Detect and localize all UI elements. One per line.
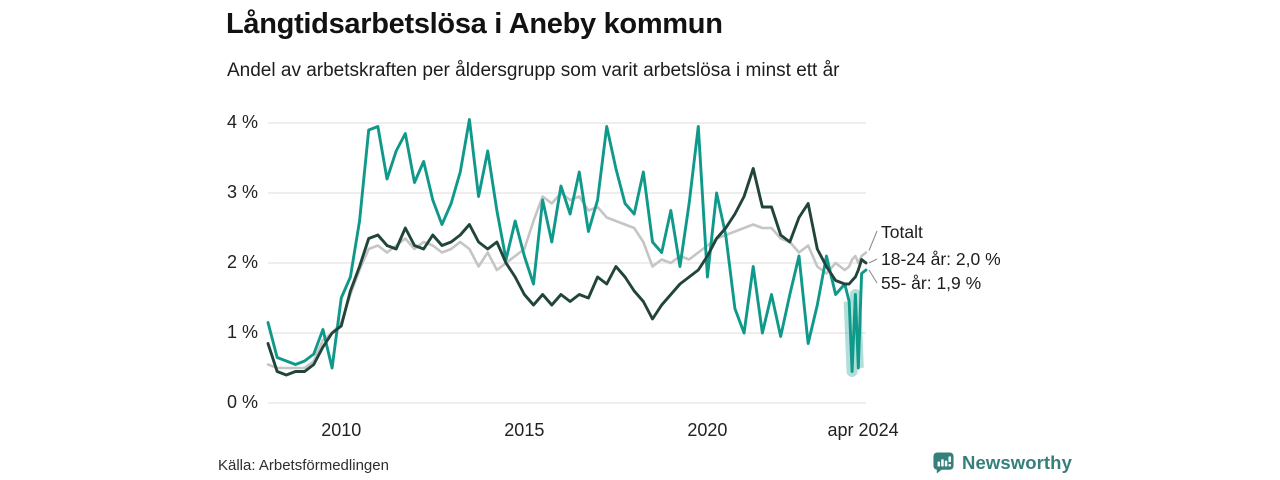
x-tick-label: 2010 <box>321 420 362 440</box>
series-end-label-18-24: 18-24 år: 2,0 % <box>881 249 1001 269</box>
y-tick-label: 4 % <box>226 112 258 132</box>
chart-title: Långtidsarbetslösa i Aneby kommun <box>226 8 723 40</box>
source-note: Källa: Arbetsförmedlingen <box>218 457 389 474</box>
newsworthy-icon <box>933 452 954 474</box>
newsworthy-logo: Newsworthy <box>932 451 1072 474</box>
y-tick-label: 3 % <box>226 182 258 202</box>
chart-subtitle: Andel av arbetskraften per åldersgrupp s… <box>227 60 840 81</box>
leader-line <box>868 269 878 284</box>
leader-line <box>868 258 878 264</box>
y-tick-label: 2 % <box>226 252 258 272</box>
series-line-18-24år <box>266 167 868 377</box>
y-tick-label: 0 % <box>226 392 258 412</box>
x-tick-label: 2020 <box>687 420 728 440</box>
newsworthy-wordmark: Newsworthy <box>962 451 1072 473</box>
series-end-label-totalt: Totalt <box>881 222 923 242</box>
x-tick-label: 2015 <box>504 420 545 440</box>
series-end-label-55: 55- år: 1,9 % <box>881 273 982 293</box>
series-line-55-år <box>266 118 868 373</box>
x-tick-label: apr 2024 <box>827 420 899 440</box>
y-tick-label: 1 % <box>226 322 258 342</box>
leader-line <box>868 230 878 251</box>
